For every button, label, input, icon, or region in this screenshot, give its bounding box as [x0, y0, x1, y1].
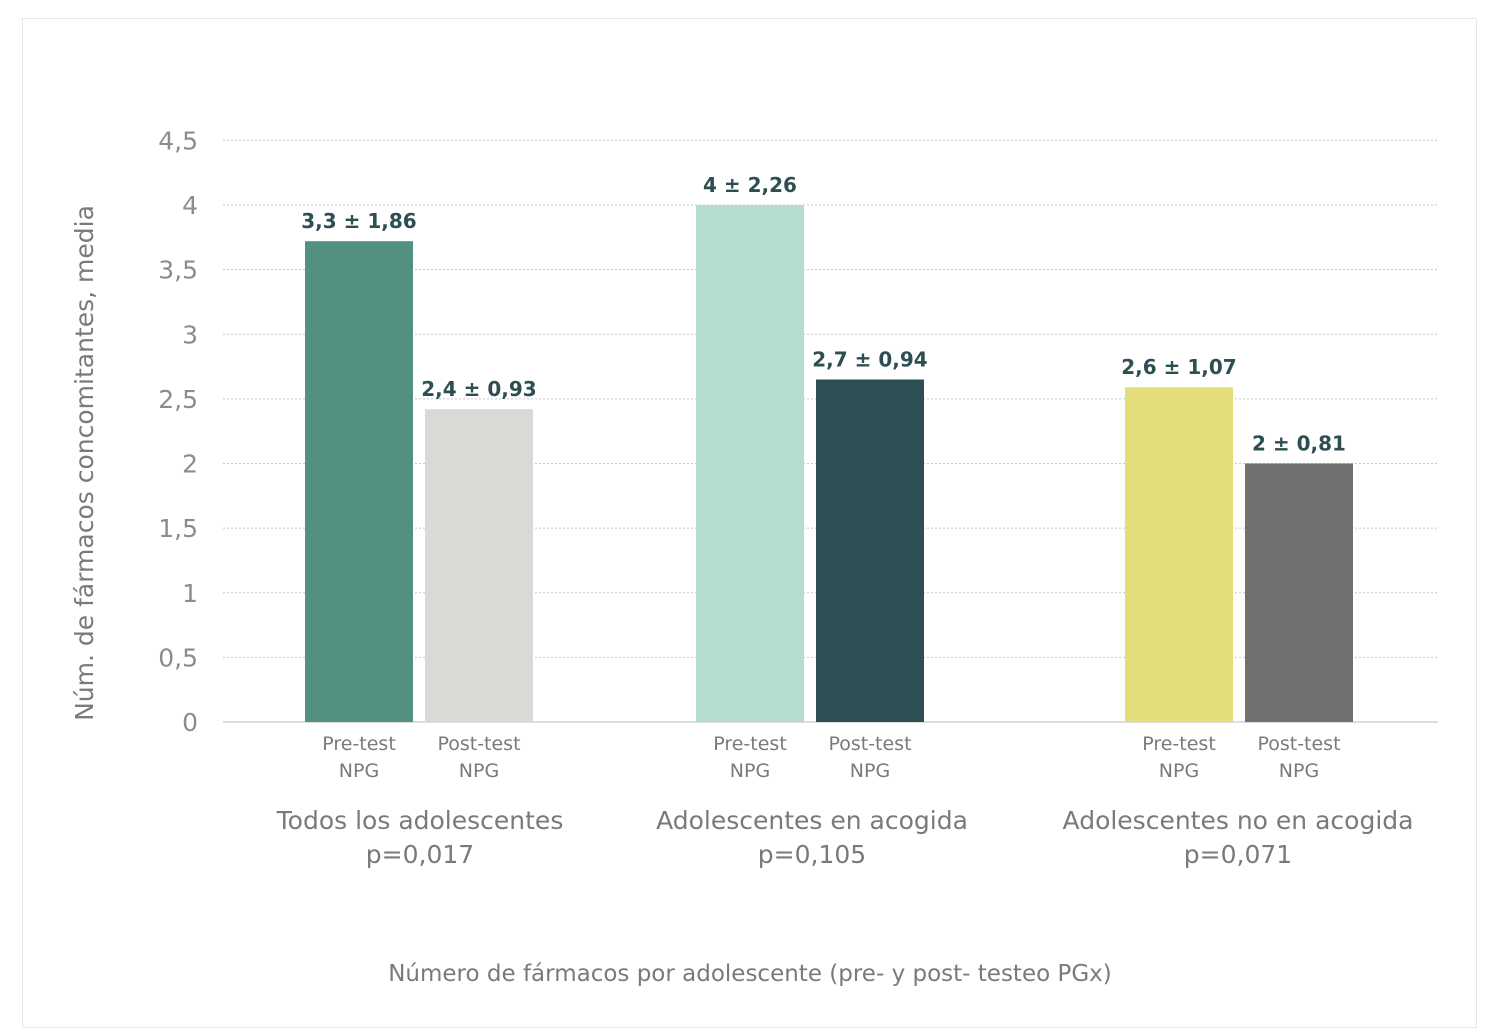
data-label: 2,7 ± 0,94: [812, 347, 927, 371]
group-label: Adolescentes en acogida: [656, 806, 968, 835]
y-tick-label: 1: [182, 579, 198, 608]
bar-sublabel: Post-test: [1257, 733, 1340, 755]
y-tick-label: 2,5: [158, 385, 198, 414]
x-axis-label: Número de fármacos por adolescente (pre-…: [388, 961, 1112, 987]
bar-sublabel: Pre-test: [322, 733, 396, 755]
group-pvalue: p=0,017: [366, 840, 474, 869]
y-tick-label: 4,5: [158, 126, 198, 155]
bar-sublabel: NPG: [850, 760, 890, 782]
y-tick-label: 3: [182, 320, 198, 349]
y-tick-label: 0,5: [158, 643, 198, 672]
bar-sublabel: NPG: [339, 760, 379, 782]
group-pvalue: p=0,105: [758, 840, 866, 869]
group-pvalue: p=0,071: [1184, 840, 1292, 869]
bar-sublabel: Post-test: [437, 733, 520, 755]
bar: [816, 379, 924, 722]
y-tick-label: 0: [182, 708, 198, 737]
group-label: Todos los adolescentes: [276, 806, 564, 835]
y-tick-label: 4: [182, 191, 198, 220]
bar-sublabel: NPG: [730, 760, 770, 782]
bar-group: 4 ± 2,26 Pre-test NPG 2,7 ± 0,94 Post-test NP…: [656, 173, 968, 869]
bar-sublabel: Pre-test: [713, 733, 787, 755]
bar-sublabel: NPG: [1279, 760, 1319, 782]
bar-sublabel: NPG: [459, 760, 499, 782]
data-label: 3,3 ± 1,86: [301, 209, 416, 233]
y-tick-label: 3,5: [158, 256, 198, 285]
bar-sublabel: Pre-test: [1142, 733, 1216, 755]
bar-sublabel: NPG: [1159, 760, 1199, 782]
bar: [696, 205, 804, 722]
data-label: 2,4 ± 0,93: [421, 377, 536, 401]
bars: 3,3 ± 1,86 Pre-test NPG 2,4 ± 0,93 Post-test…: [276, 173, 1414, 869]
data-label: 4 ± 2,26: [703, 173, 797, 197]
data-label: 2,6 ± 1,07: [1121, 355, 1236, 379]
bar: [305, 241, 413, 722]
y-axis-ticks: 0 0,5 1 1,5 2 2,5 3 3,5 4 4,5: [158, 126, 198, 737]
data-label: 2 ± 0,81: [1252, 432, 1346, 456]
y-tick-label: 2: [182, 450, 198, 479]
chart-frame: [22, 18, 1477, 1028]
bar: [1125, 387, 1233, 722]
y-tick-label: 1,5: [158, 514, 198, 543]
bar: [1245, 463, 1353, 722]
y-axis-label: Núm. de fármacos concomitantes, media: [70, 205, 99, 721]
bar: [425, 409, 533, 722]
bar-group: 3,3 ± 1,86 Pre-test NPG 2,4 ± 0,93 Post-test…: [276, 209, 564, 869]
group-label: Adolescentes no en acogida: [1063, 806, 1414, 835]
bar-group: 2,6 ± 1,07 Pre-test NPG 2 ± 0,81 Post-test NP…: [1063, 355, 1414, 869]
bar-sublabel: Post-test: [828, 733, 911, 755]
